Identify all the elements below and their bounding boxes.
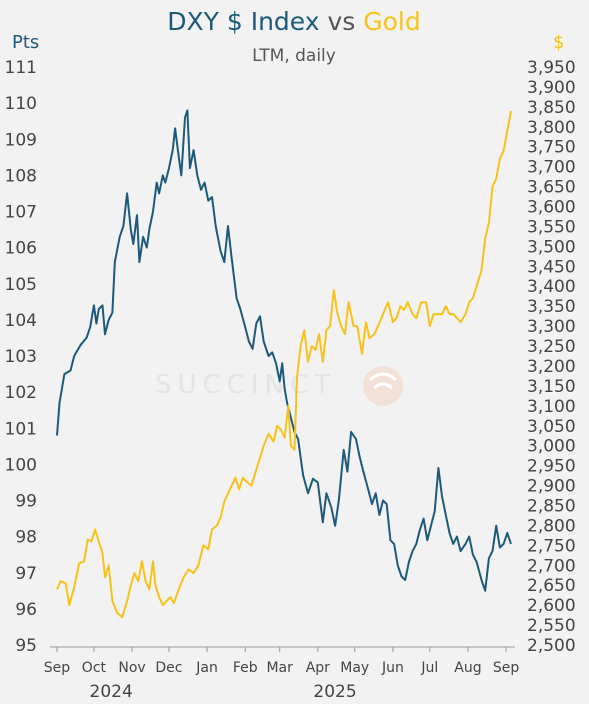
left-axis: 95 96 97 98 99 100 101 102 103 104 105 106 107 108 109… [5,58,37,656]
right-tick-label: 3,250 [527,337,576,357]
x-tick-label: Sep [493,660,520,676]
right-tick-label: 3,200 [527,357,576,377]
x-tick-label: Jan [195,660,218,676]
left-tick-label: 97 [15,564,37,584]
succinct-logo-icon [363,366,403,406]
right-tick-label: 3,600 [527,198,576,218]
right-tick-label: 2,750 [527,536,576,556]
right-tick-label: 3,800 [527,118,576,138]
left-tick-label: 95 [15,636,37,656]
title-vs: vs [320,7,364,36]
right-tick-label: 3,850 [527,98,576,118]
right-tick-label: 3,700 [527,158,576,178]
right-tick-label: 3,000 [527,437,576,457]
left-tick-label: 107 [5,203,37,223]
right-tick-label: 3,400 [527,277,576,297]
right-tick-label: 3,500 [527,237,576,257]
title-dxy: DXY $ Index [167,7,319,36]
x-tick-label: Sep [44,660,71,676]
x-tick-label: Jul [420,660,438,676]
watermark: SUCCINCT [155,366,403,406]
left-tick-label: 101 [5,419,37,439]
right-tick-label: 2,600 [527,596,576,616]
left-tick-label: 109 [5,130,37,150]
x-tick-label: Mar [266,660,293,676]
title-gold: Gold [363,7,420,36]
left-tick-label: 104 [5,311,37,331]
dxy-series-line [56,109,512,592]
x-tick-label: Jun [381,660,404,676]
left-tick-label: 103 [5,347,37,367]
left-axis-unit: Pts [12,32,39,53]
year-label: 2024 [90,682,133,702]
series-layer [56,109,512,619]
left-tick-label: 98 [15,528,37,548]
left-tick-label: 111 [5,58,37,78]
x-tick-label: Aug [454,660,481,676]
left-tick-label: 108 [5,166,37,186]
right-tick-label: 2,650 [527,576,576,596]
right-tick-label: 3,050 [527,417,576,437]
x-tick-label: Oct [82,660,107,676]
left-tick-label: 96 [15,600,37,620]
right-tick-label: 2,800 [527,516,576,536]
right-tick-label: 2,700 [527,556,576,576]
left-tick-label: 100 [5,455,37,475]
left-tick-label: 99 [15,492,37,512]
gold-series-line [56,110,512,619]
right-tick-label: 2,550 [527,616,576,636]
x-tick-label: Nov [118,660,145,676]
right-tick-label: 3,100 [527,397,576,417]
right-tick-label: 3,450 [527,257,576,277]
left-tick-label: 110 [5,94,37,114]
right-tick-label: 3,650 [527,178,576,198]
x-tick-label: May [340,660,369,676]
right-tick-label: 3,150 [527,377,576,397]
right-tick-label: 3,300 [527,317,576,337]
right-tick-label: 2,850 [527,496,576,516]
right-axis: 2,5002,5502,6002,6502,7002,7502,8002,850… [527,58,576,656]
watermark-text: SUCCINCT [155,370,336,400]
right-tick-label: 3,550 [527,217,576,237]
right-tick-label: 3,900 [527,78,576,98]
chart-title: DXY $ Index vs Gold [167,7,420,36]
right-tick-label: 3,950 [527,58,576,78]
right-axis-unit: $ [553,32,564,53]
x-axis: Sep Oct Nov Dec Jan Feb Mar Apr May Jun Jul Aug Sep 2… [44,647,520,702]
x-tick-label: Feb [233,660,258,676]
x-tick-label: Dec [155,660,182,676]
right-tick-label: 2,900 [527,477,576,497]
x-tick-label: Apr [306,660,330,676]
right-tick-label: 3,350 [527,297,576,317]
right-tick-label: 2,500 [527,636,576,656]
left-tick-label: 106 [5,239,37,259]
left-tick-label: 105 [5,275,37,295]
right-tick-label: 2,950 [527,457,576,477]
chart-subtitle: LTM, daily [252,46,336,66]
right-tick-label: 3,750 [527,138,576,158]
year-label: 2025 [313,682,356,702]
left-tick-label: 102 [5,383,37,403]
